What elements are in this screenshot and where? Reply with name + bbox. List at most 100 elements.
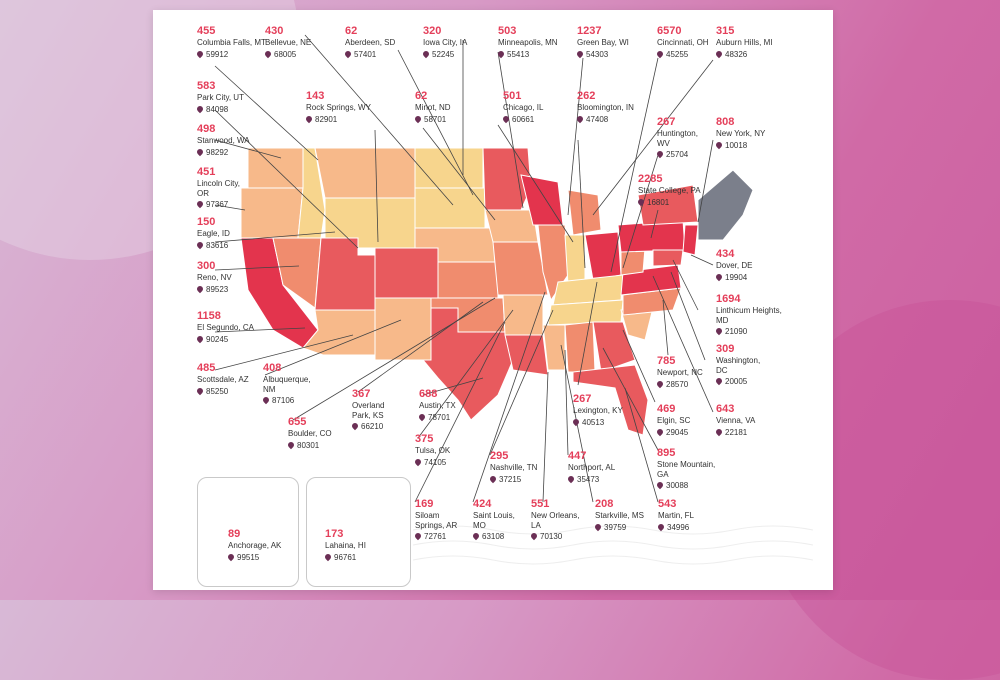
label-eagle: 150 Eagle, ID 83616 [195,216,230,250]
label-new-york: 808 New York, NY 10018 [714,116,766,150]
label-cincinnati: 6570 Cincinnati, OH 45255 [655,25,709,59]
label-washington: 309 Washington, DC 20005 [714,343,761,386]
pin-icon [195,147,205,156]
pin-icon [593,522,603,531]
label-scottsdale: 485 Scottsdale, AZ 85250 [195,362,249,396]
state-new-england [697,169,754,241]
state-ohio [584,231,622,281]
pin-icon [714,272,724,281]
pin-icon [413,114,423,123]
label-tulsa: 375 Tulsa, OK 74105 [413,433,451,467]
pin-icon [471,531,481,541]
pin-icon [195,284,205,293]
pin-icon [714,326,724,336]
label-state-college: 2285 State College, PA 16801 [636,173,701,207]
pin-icon [413,457,423,466]
pin-icon [655,49,665,58]
pin-icon [263,49,273,58]
hawaii-inset [306,477,411,587]
state-mississippi [542,324,566,371]
label-stanwood: 498 Stanwood, WA 98292 [195,123,250,157]
state-missouri [492,241,549,296]
state-louisiana [504,334,549,376]
pin-icon [496,49,506,58]
label-newport: 785 Newport, NC 28570 [655,355,703,389]
wave-decoration [412,525,814,565]
label-el-segundo: 1158 El Segundo, CA 90245 [195,310,254,344]
pin-icon [323,552,333,561]
state-michigan [567,189,602,236]
pin-icon [566,474,576,483]
label-park-city: 583 Park City, UT 84098 [195,80,244,114]
state-alabama [564,321,596,373]
label-anchorage: 89 Anchorage, AK 99515 [226,528,282,562]
label-nashville: 295 Nashville, TN 37215 [488,450,538,484]
label-lincoln-city: 451 Lincoln City, OR 97367 [195,166,240,209]
state-florida [572,364,649,436]
state-texas [421,307,514,421]
label-albuquerque: 408 Albuquerque, NM 87106 [261,362,311,405]
state-new-jersey [682,224,699,256]
pin-icon [575,49,585,58]
pin-icon [575,114,585,123]
map-card: 455 Columbia Falls, MT 59912 430 Bellevue,… [153,10,833,590]
pin-icon [656,522,666,531]
pin-icon [195,334,205,343]
state-montana [314,147,416,199]
pin-icon [714,140,724,149]
pin-icon [571,417,581,426]
state-north-dakota [414,147,484,189]
label-elgin: 469 Elgin, SC 29045 [655,403,691,437]
pin-icon [636,197,646,206]
pin-icon [501,114,511,123]
pin-icon [195,49,205,58]
pin-icon [488,474,498,483]
label-dover: 434 Dover, DE 19904 [714,248,753,282]
label-auburn-hills: 315 Auburn Hills, MI 48326 [714,25,773,59]
label-overland-park: 367 Overland Park, KS 66210 [350,388,385,431]
state-new-mexico [374,297,432,361]
pin-icon [304,114,314,123]
state-indiana [564,234,586,286]
pin-icon [714,427,724,436]
label-iowa-city: 320 Iowa City, IA 52245 [421,25,468,59]
label-vienna: 643 Vienna, VA 22181 [714,403,756,437]
state-georgia [592,321,636,373]
us-map [208,34,814,565]
label-chicago: 501 Chicago, IL 60661 [501,90,544,124]
label-austin: 688 Austin, TX 78701 [417,388,456,422]
label-northport: 447 Northport, AL 35473 [566,450,616,484]
state-colorado [374,247,439,299]
label-linthicum: 1694 Linthicum Heights, MD 21090 [714,293,782,336]
pin-icon [714,49,724,58]
label-siloam-springs: 169 Siloam Springs, AR 72761 [413,498,458,541]
label-columbia-falls: 455 Columbia Falls, MT 59912 [195,25,266,59]
state-minnesota [482,147,532,211]
pin-icon [529,531,539,541]
pin-icon [195,199,205,209]
pin-icon [421,49,431,58]
label-bloomington: 262 Bloomington, IN 47408 [575,90,634,124]
pin-icon [286,440,296,449]
label-lahaina: 173 Lahaina, HI 96761 [323,528,366,562]
pin-icon [226,552,236,561]
state-maryland [652,249,684,267]
label-huntington: 267 Huntington, WV 25704 [655,116,698,159]
label-rock-springs: 143 Rock Springs, WY 82901 [304,90,371,124]
label-minot: 62 Minot, ND 58701 [413,90,451,124]
label-aberdeen: 62 Aberdeen, SD 57401 [343,25,396,59]
label-minneapolis: 503 Minneapolis, MN 55413 [496,25,558,59]
alaska-inset [197,477,299,587]
pin-icon [195,240,205,249]
pin-icon [655,427,665,436]
label-saint-louis: 424 Saint Louis, MO 63108 [471,498,515,541]
state-kansas [437,261,499,299]
pin-icon [195,386,205,395]
label-lexington: 267 Lexington, KY 40513 [571,393,623,427]
label-stone-mountain: 895 Stone Mountain, GA 30088 [655,447,716,490]
pin-icon [261,395,271,405]
leader-lines [214,34,714,503]
label-reno: 300 Reno, NV 89523 [195,260,232,294]
pin-icon [195,104,205,113]
label-new-orleans: 551 New Orleans, LA 70130 [529,498,580,541]
